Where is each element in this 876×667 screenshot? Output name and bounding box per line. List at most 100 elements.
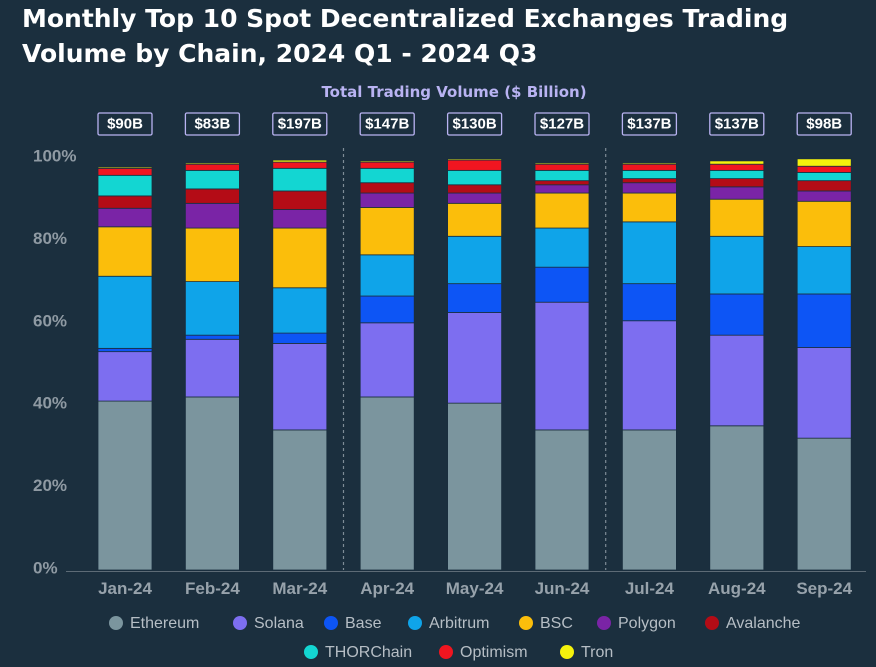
bar-segment-thorchain — [97, 174, 153, 197]
total-label-box — [621, 112, 678, 136]
bar-column — [97, 166, 153, 571]
legend-item: Arbitrum — [408, 615, 489, 632]
bar-segment-avalanche — [359, 182, 415, 194]
bar-segment-optimism — [796, 165, 852, 173]
bar-segment-arbitrum — [534, 227, 590, 268]
bar-segment-arbitrum — [359, 254, 415, 297]
x-tick-label: Mar-24 — [272, 579, 327, 598]
bar-segment-bsc — [622, 192, 677, 223]
bar-segment-optimism — [359, 161, 415, 169]
bar-segment-bsc — [709, 198, 765, 237]
bar-segment-base — [184, 334, 240, 340]
bar-segment-base — [272, 332, 328, 344]
bar-segment-tron — [272, 159, 328, 163]
chart-title-line-1: Monthly Top 10 Spot Decentralized Exchan… — [22, 4, 788, 33]
bar-segment-base — [796, 293, 852, 348]
bar-segment-bsc — [272, 227, 328, 289]
legend-label: Avalanche — [726, 615, 801, 632]
bar-segment-optimism — [184, 163, 240, 171]
bar-segment-ethereum — [97, 400, 153, 571]
bar-column — [622, 162, 677, 571]
legend-label: THORChain — [325, 644, 412, 661]
x-tick-label: Feb-24 — [185, 579, 240, 598]
total-label-text: $197B — [278, 115, 322, 132]
bar-segment-polygon — [97, 207, 153, 228]
bar-segment-solana — [184, 338, 240, 398]
bar-segment-arbitrum — [97, 275, 153, 349]
legend-label: Ethereum — [130, 615, 199, 632]
legend-marker — [233, 616, 247, 630]
bar-segment-optimism — [534, 163, 590, 171]
bar-segment-polygon — [796, 190, 852, 202]
bar-segment-avalanche — [622, 178, 677, 184]
bar-segment-solana — [796, 347, 852, 439]
total-label: $90B — [97, 112, 153, 136]
bar-segment-optimism — [447, 159, 503, 171]
bar-segment-avalanche — [184, 188, 240, 204]
bar-segment-tron — [359, 160, 415, 163]
bar-column — [359, 160, 415, 571]
bar-segment-base — [709, 293, 765, 336]
bar-segment-arbitrum — [272, 287, 328, 334]
legend-marker — [519, 616, 533, 630]
total-label: $137B — [709, 112, 765, 136]
legend-item: Avalanche — [705, 615, 801, 632]
x-tick-label: Apr-24 — [360, 579, 414, 598]
total-label-text: $137B — [715, 115, 759, 132]
bar-segment-base — [447, 283, 503, 313]
bar-segment-avalanche — [534, 180, 590, 186]
bar-segment-arbitrum — [709, 235, 765, 295]
bar-segment-polygon — [359, 192, 415, 208]
bar-segment-ethereum — [272, 429, 328, 571]
bar-segment-solana — [622, 320, 677, 431]
bar-segment-polygon — [622, 182, 677, 194]
bar-segment-tron — [622, 162, 677, 165]
bar-segment-thorchain — [622, 169, 677, 180]
bar-segment-solana — [447, 312, 503, 404]
legend-marker — [705, 616, 719, 630]
bar-segment-avalanche — [272, 190, 328, 210]
total-label: $197B — [272, 112, 328, 136]
legend-item: Ethereum — [109, 615, 199, 632]
total-label-box — [97, 112, 153, 136]
bar-segment-thorchain — [447, 169, 503, 186]
bar-segment-base — [622, 283, 677, 322]
total-label: $147B — [359, 112, 415, 136]
y-tick-label: 100% — [33, 146, 76, 165]
total-label-text: $137B — [627, 115, 671, 132]
bar-column — [447, 158, 503, 571]
legend-label: Arbitrum — [429, 615, 489, 632]
y-tick-label: 60% — [33, 311, 67, 330]
legend-item: Solana — [233, 615, 304, 632]
legend-item: BSC — [519, 615, 573, 632]
total-label: $137B — [621, 112, 678, 136]
bar-segment-avalanche — [97, 195, 153, 209]
bar-segment-thorchain — [709, 169, 765, 180]
y-tick-label: 40% — [33, 394, 67, 413]
bar-segment-thorchain — [272, 167, 328, 192]
bar-segment-tron — [184, 162, 240, 165]
total-label-text: $130B — [452, 115, 496, 132]
chart-title-line-2: Volume by Chain, 2024 Q1 - 2024 Q3 — [22, 39, 537, 68]
bar-column — [534, 162, 590, 571]
bar-segment-ethereum — [709, 425, 765, 571]
total-label: $127B — [534, 112, 590, 136]
bar-segment-tron — [709, 160, 765, 165]
bar-segment-optimism — [622, 163, 677, 171]
total-label-box — [534, 112, 590, 136]
bar-segment-arbitrum — [447, 235, 503, 285]
bar-segment-ethereum — [622, 429, 677, 571]
bar-segment-polygon — [534, 184, 590, 194]
x-tick-label: Aug-24 — [708, 579, 766, 598]
bar-segment-tron — [97, 166, 153, 169]
legend-label: Polygon — [618, 615, 676, 632]
bar-column — [184, 162, 240, 571]
bar-segment-bsc — [359, 207, 415, 256]
total-label: $130B — [446, 112, 503, 136]
x-tick-label: Jun-24 — [535, 579, 590, 598]
legend-marker — [304, 645, 318, 659]
legend-item: THORChain — [304, 644, 412, 661]
bar-column — [796, 158, 852, 571]
legend-marker — [597, 616, 611, 630]
total-label-box — [184, 112, 241, 136]
